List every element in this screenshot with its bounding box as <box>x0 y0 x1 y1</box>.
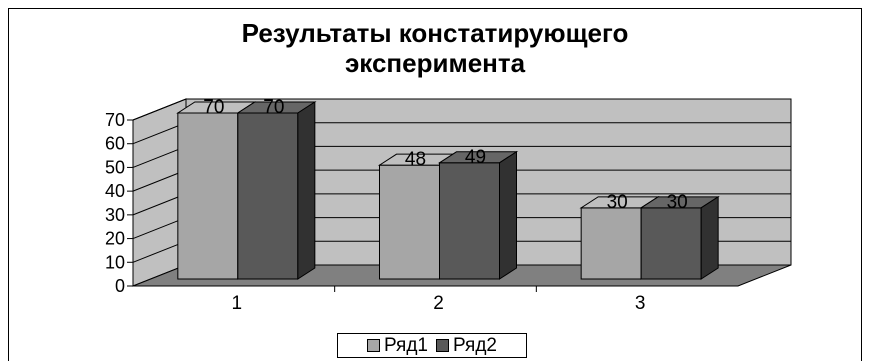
data-label-series-1-category-2: 48 <box>405 149 426 170</box>
side-gridline-60 <box>132 122 187 145</box>
bar-side-series-2-category-1 <box>297 101 316 280</box>
chart-frame <box>8 8 862 361</box>
y-tick-label-0: 0 <box>115 276 125 296</box>
legend-label-series-2: Ряд2 <box>453 334 497 356</box>
data-label-series-1-category-3: 30 <box>607 192 628 213</box>
side-gridline-50 <box>132 145 187 168</box>
y-tick-label-20: 20 <box>105 229 125 249</box>
chart-title-line-2: эксперимента <box>344 48 526 78</box>
chart-title: Результаты констатирующего эксперимента <box>0 18 870 78</box>
data-label-series-2-category-1: 70 <box>263 97 284 118</box>
y-tick-label-40: 40 <box>105 181 125 201</box>
side-gridline-20 <box>132 217 187 240</box>
bar-front-series-2-category-3 <box>640 207 702 280</box>
bar-series-2-category-2 <box>437 150 519 280</box>
x-tick-label-1: 1 <box>232 293 243 314</box>
data-label-series-1-category-1: 70 <box>203 97 224 118</box>
bar-front-series-1-category-3 <box>580 207 642 280</box>
legend-item-series-1: Ряд1 <box>367 335 428 357</box>
data-label-series-2-category-3: 30 <box>667 192 688 213</box>
bar-side-series-2-category-3 <box>700 195 719 280</box>
y-tick-label-10: 10 <box>105 252 125 272</box>
bar-series-2-category-3 <box>639 195 720 280</box>
y-tick-label-30: 30 <box>105 205 125 225</box>
bar-front-series-1-category-1 <box>177 112 239 280</box>
bar-front-series-2-category-2 <box>439 162 500 280</box>
bar-series-2-category-1 <box>236 101 317 280</box>
data-label-series-2-category-2: 49 <box>465 147 486 168</box>
side-gridline-70 <box>132 98 187 121</box>
side-gridline-30 <box>132 193 187 216</box>
legend-swatch-series-1 <box>367 339 381 352</box>
y-tick-label-50: 50 <box>105 157 125 177</box>
side-gridline-10 <box>132 240 187 263</box>
legend-item-series-2: Ряд2 <box>436 335 497 357</box>
side-gridline-40 <box>132 169 187 192</box>
legend-label-series-1: Ряд1 <box>384 334 428 356</box>
legend-swatch-series-2 <box>436 339 449 352</box>
y-tick-label-60: 60 <box>105 134 125 154</box>
x-tick-label-2: 2 <box>433 293 444 314</box>
x-tick-label-3: 3 <box>635 293 646 314</box>
chart-legend: Ряд1 Ряд2 <box>337 333 527 358</box>
bar-side-series-2-category-2 <box>499 150 517 280</box>
chart-title-line-1: Результаты констатирующего <box>241 18 629 48</box>
y-tick-label-70: 70 <box>105 110 125 130</box>
bar-front-series-2-category-1 <box>237 112 299 280</box>
bar-front-series-1-category-2 <box>379 164 440 280</box>
